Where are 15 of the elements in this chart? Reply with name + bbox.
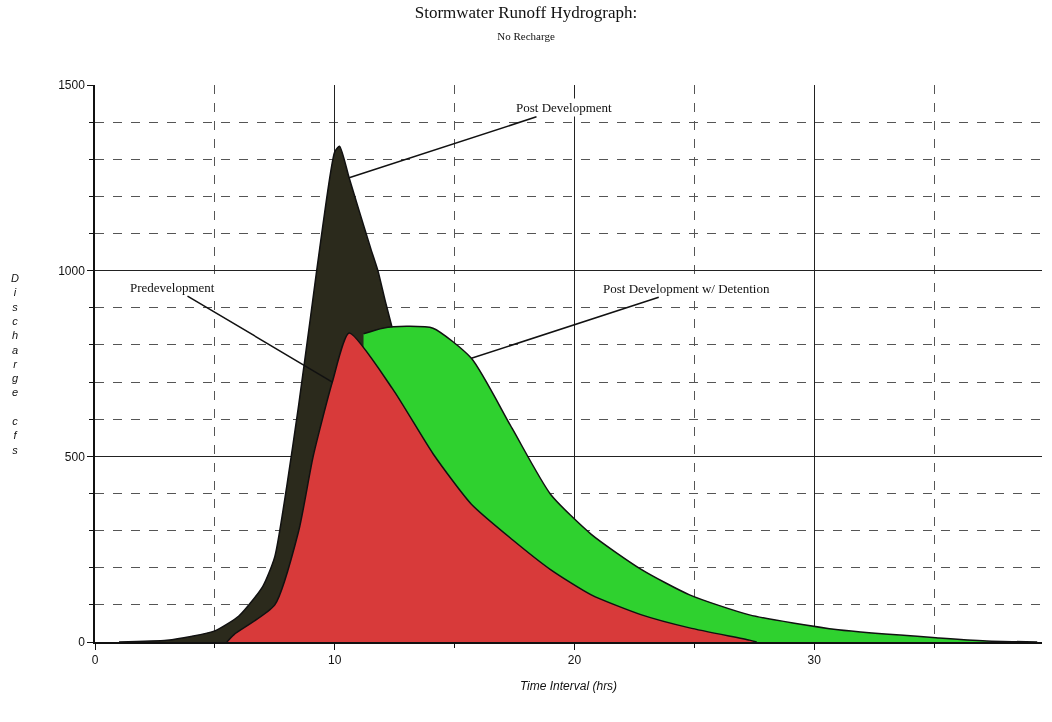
annotation: Post Development bbox=[516, 100, 613, 115]
x-tick-label: 0 bbox=[91, 653, 99, 668]
x-tick-label: 30 bbox=[807, 653, 822, 668]
annotation: Predevelopment bbox=[130, 280, 215, 295]
chart-subtitle: No Recharge bbox=[497, 30, 555, 43]
text: Discharge cfs bbox=[11, 272, 19, 456]
x-tick-label: 10 bbox=[328, 653, 342, 668]
x-axis-title: Time Interval (hrs) bbox=[519, 678, 618, 693]
y-tick-label: 500 bbox=[64, 449, 86, 464]
y-tick-label: 1000 bbox=[58, 263, 86, 278]
x-tick-label: 20 bbox=[567, 653, 582, 668]
chart-title: Stormwater Runoff Hydrograph: bbox=[414, 3, 638, 23]
y-tick-label: 1500 bbox=[58, 78, 86, 93]
annotation: Post Development w/ Detention bbox=[603, 281, 770, 296]
y-tick-label: 0 bbox=[78, 635, 86, 650]
